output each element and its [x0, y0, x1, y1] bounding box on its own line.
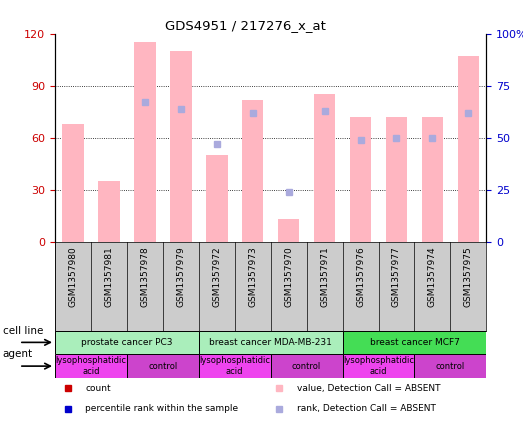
Text: prostate cancer PC3: prostate cancer PC3 [81, 338, 173, 347]
Text: GSM1357973: GSM1357973 [248, 246, 257, 307]
Text: GSM1357972: GSM1357972 [212, 246, 221, 307]
Text: percentile rank within the sample: percentile rank within the sample [85, 404, 238, 413]
Bar [199, 330, 343, 354]
Bar [278, 219, 299, 242]
Text: control: control [292, 362, 321, 371]
Text: breast cancer MDA-MB-231: breast cancer MDA-MB-231 [209, 338, 332, 347]
Text: lysophosphatidic
acid: lysophosphatidic acid [343, 357, 414, 376]
Bar [127, 354, 199, 378]
Text: rank, Detection Call = ABSENT: rank, Detection Call = ABSENT [297, 404, 436, 413]
Text: GSM1357976: GSM1357976 [356, 246, 365, 307]
Text: control: control [436, 362, 465, 371]
Bar [98, 181, 120, 242]
Bar [242, 99, 264, 242]
Bar [199, 354, 271, 378]
Text: breast cancer MCF7: breast cancer MCF7 [370, 338, 459, 347]
Bar [206, 155, 228, 242]
Text: GSM1357970: GSM1357970 [284, 246, 293, 307]
Bar [55, 354, 127, 378]
Bar [343, 354, 414, 378]
Text: GSM1357974: GSM1357974 [428, 246, 437, 307]
Bar [343, 330, 486, 354]
Bar [422, 117, 443, 242]
Bar [458, 56, 479, 242]
Bar [385, 117, 407, 242]
Text: GSM1357978: GSM1357978 [140, 246, 149, 307]
Text: count: count [85, 384, 111, 393]
Text: lysophosphatidic
acid: lysophosphatidic acid [55, 357, 127, 376]
Text: value, Detection Call = ABSENT: value, Detection Call = ABSENT [297, 384, 440, 393]
Text: lysophosphatidic
acid: lysophosphatidic acid [199, 357, 270, 376]
Text: GSM1357975: GSM1357975 [464, 246, 473, 307]
Text: agent: agent [3, 349, 33, 359]
Text: control: control [148, 362, 177, 371]
Bar [314, 94, 335, 242]
Bar [414, 354, 486, 378]
Bar [350, 117, 371, 242]
Bar [62, 124, 84, 242]
Bar [271, 354, 343, 378]
Text: GSM1357971: GSM1357971 [320, 246, 329, 307]
Text: cell line: cell line [3, 326, 43, 336]
Bar [170, 51, 191, 242]
Text: GDS4951 / 217276_x_at: GDS4951 / 217276_x_at [165, 19, 326, 32]
Bar [55, 330, 199, 354]
Text: GSM1357977: GSM1357977 [392, 246, 401, 307]
Text: GSM1357979: GSM1357979 [176, 246, 185, 307]
Text: GSM1357981: GSM1357981 [105, 246, 113, 307]
Bar [134, 42, 155, 242]
Text: GSM1357980: GSM1357980 [69, 246, 77, 307]
